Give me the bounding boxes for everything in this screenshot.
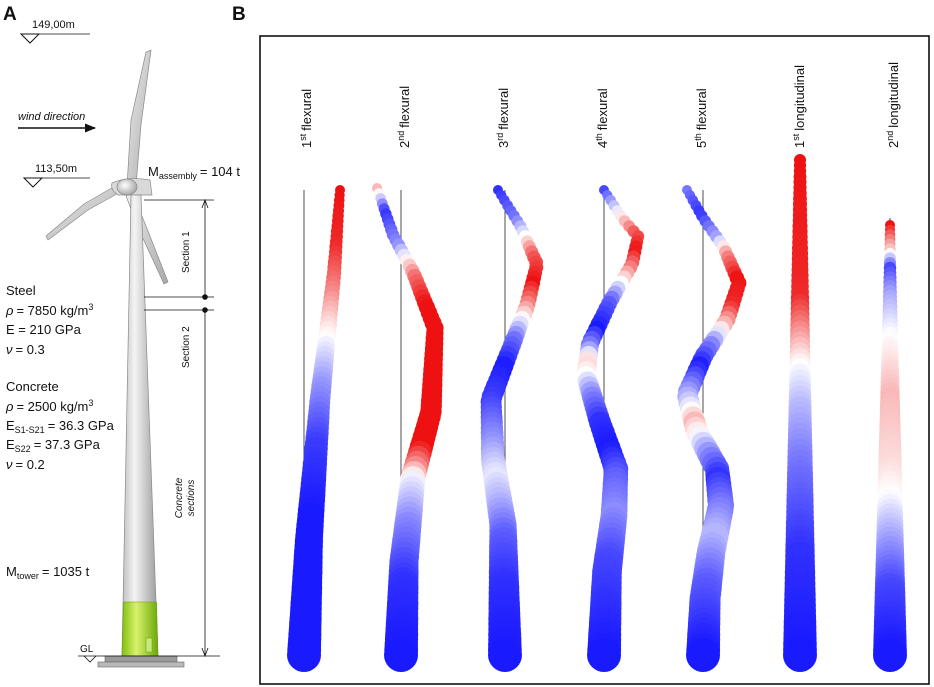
mode-title-6: 1stlongitudinal bbox=[791, 65, 807, 148]
mode-shape-segment bbox=[488, 638, 522, 672]
concrete-density: ρ = 2500 kg/m3 bbox=[5, 398, 93, 414]
steel-title: Steel bbox=[6, 283, 36, 298]
mode-shape-segment bbox=[783, 638, 817, 672]
mode-titles: 1stflexural 2ndflexural 3rdflexural 4thf… bbox=[298, 62, 901, 148]
arrow-up-icon bbox=[201, 198, 209, 209]
mode-shapes bbox=[287, 154, 907, 672]
ground-level-label: GL bbox=[80, 644, 94, 655]
level-triangle-icon bbox=[22, 177, 44, 188]
mode-shape-4 bbox=[576, 185, 645, 672]
assembly-mass: Massembly = 104 t bbox=[148, 164, 240, 181]
mode-shape-segment bbox=[587, 638, 621, 672]
concrete-title: Concrete bbox=[6, 379, 59, 394]
mode-shape-3 bbox=[480, 185, 544, 672]
tower-mass: Mtower = 1035 t bbox=[6, 564, 90, 581]
top-level-marker: 149,00m bbox=[19, 19, 90, 44]
mode-shape-1 bbox=[287, 185, 345, 672]
mode-shape-segment bbox=[686, 638, 720, 672]
tower bbox=[121, 194, 159, 657]
arrow-down-icon bbox=[201, 647, 209, 658]
steel-density: ρ = 7850 kg/m3 bbox=[5, 302, 93, 318]
hub bbox=[116, 178, 138, 196]
mode-title-5: 5thflexural bbox=[693, 88, 709, 148]
section-dimensions bbox=[144, 198, 214, 658]
section-1-label: Section 1 bbox=[181, 231, 192, 273]
concrete-poisson: ν = 0.2 bbox=[6, 457, 45, 472]
panel-b: B 1stflexural 2ndflexural 3rdflexural 4t… bbox=[232, 4, 930, 685]
hub-level-marker: 113,50m bbox=[22, 163, 90, 188]
concrete-base-segment bbox=[121, 601, 159, 657]
mode-shape-5 bbox=[677, 185, 747, 672]
mode-shape-segment bbox=[287, 638, 321, 672]
turbine-drawing: GL bbox=[45, 49, 220, 668]
concrete-modulus-s1-s21: ES1-S21 = 36.3 GPa bbox=[6, 418, 115, 435]
steel-modulus: E = 210 GPa bbox=[6, 322, 82, 337]
concrete-sections-label-2: sections bbox=[186, 480, 197, 517]
section-2-label: Section 2 bbox=[181, 326, 192, 368]
steel-poisson: ν = 0.3 bbox=[6, 342, 45, 357]
foundation bbox=[104, 655, 178, 663]
panel-a-label: A bbox=[3, 4, 17, 25]
mode-shape-6 bbox=[783, 154, 817, 672]
mode-shape-segment bbox=[384, 638, 418, 672]
panel-b-label: B bbox=[232, 4, 246, 25]
mode-title-4: 4thflexural bbox=[594, 88, 610, 148]
tower-door bbox=[145, 637, 153, 653]
concrete-sections-label-1: Concrete bbox=[174, 477, 185, 518]
top-level-label: 149,00m bbox=[32, 19, 75, 31]
foundation-slab bbox=[97, 661, 185, 668]
mode-title-1: 1stflexural bbox=[298, 89, 314, 148]
mode-title-7: 2ndlongitudinal bbox=[885, 62, 901, 148]
blade-left bbox=[45, 181, 125, 241]
wind-direction-label: wind direction bbox=[18, 111, 85, 123]
panel-a: A 149,00m wind direction 113,50m bbox=[3, 4, 240, 668]
mode-shape-segment bbox=[873, 638, 907, 672]
ground-symbol-icon bbox=[83, 655, 97, 663]
mode-shapes-frame bbox=[259, 35, 930, 685]
mode-shape-2 bbox=[372, 183, 444, 672]
mode-title-3: 3rdflexural bbox=[495, 88, 511, 148]
mode-shape-7 bbox=[873, 220, 907, 672]
level-triangle-icon bbox=[19, 33, 41, 44]
hub-level-label: 113,50m bbox=[35, 163, 77, 175]
wind-direction: wind direction bbox=[18, 111, 97, 133]
mode-title-2: 2ndflexural bbox=[396, 86, 412, 148]
steel-properties: Steel ρ = 7850 kg/m3 E = 210 GPa ν = 0.3 bbox=[5, 283, 93, 357]
concrete-properties: Concrete ρ = 2500 kg/m3 ES1-S21 = 36.3 GPa… bbox=[5, 379, 115, 472]
concrete-modulus-s22: ES22 = 37.3 GPa bbox=[6, 437, 101, 454]
